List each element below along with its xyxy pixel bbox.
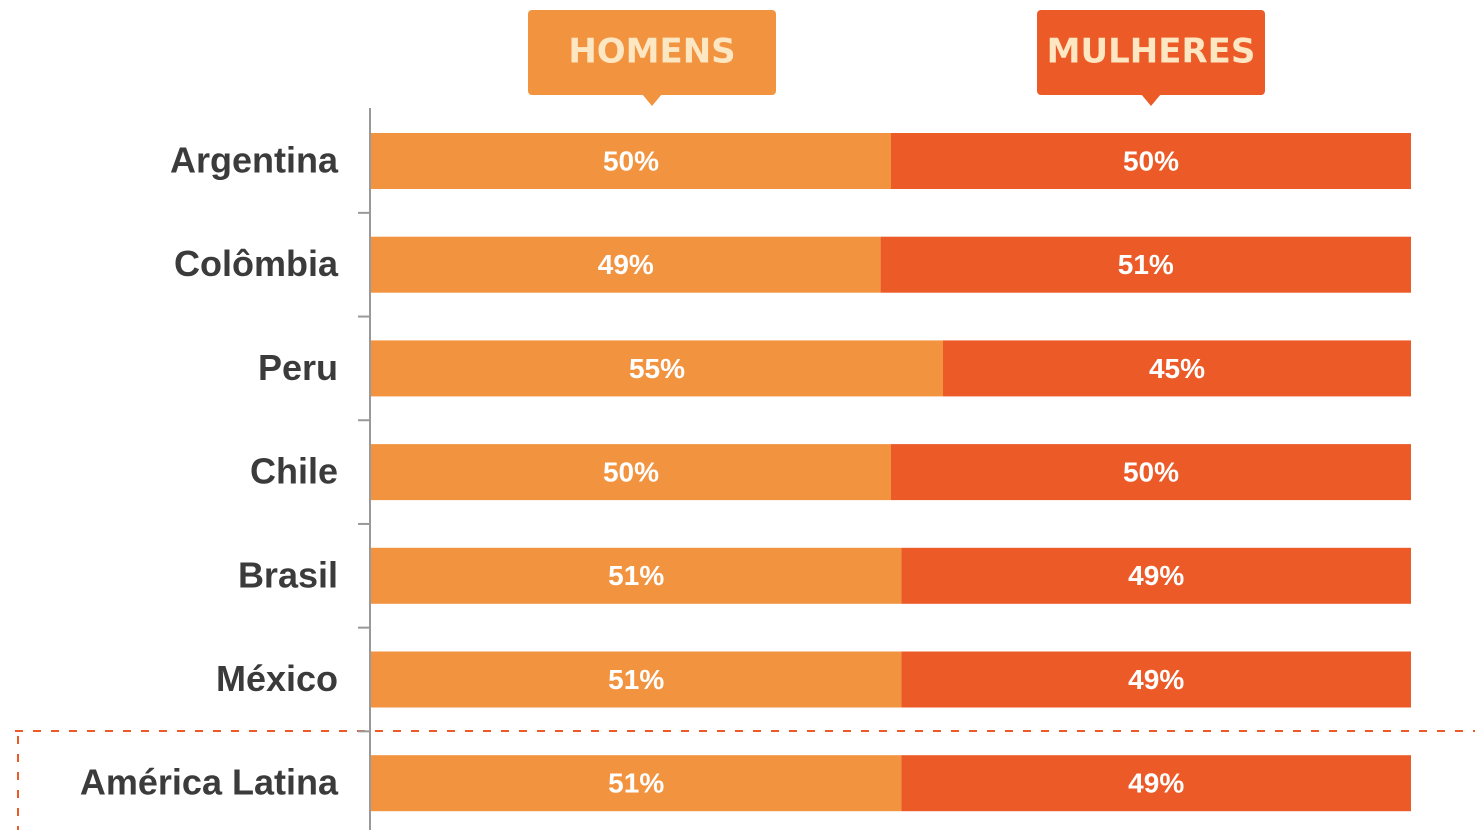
bar-segment [371, 133, 891, 189]
bar-segment [901, 547, 1411, 604]
bar-segment [891, 444, 1411, 501]
bar-segment [901, 651, 1411, 708]
legend-label: HOMENS [568, 32, 735, 72]
legend-box [1037, 10, 1265, 95]
value-label: 45% [1149, 353, 1205, 384]
value-label: 51% [608, 664, 664, 695]
bar-segment [891, 133, 1411, 189]
category-label: Argentina [170, 140, 339, 181]
bar-segment [880, 236, 1411, 293]
value-label: 50% [603, 456, 659, 487]
value-label: 55% [629, 353, 685, 384]
value-label: 51% [608, 560, 664, 591]
bar-segment [371, 651, 902, 708]
bar-segment [371, 340, 943, 397]
bar-segment [943, 340, 1411, 397]
value-label: 49% [1128, 560, 1184, 591]
legend-pointer [642, 94, 662, 106]
bar-segment [371, 547, 902, 604]
legend-label: MULHERES [1047, 32, 1256, 72]
category-label: Brasil [238, 554, 338, 595]
category-label: Peru [258, 347, 338, 388]
bar-segment [371, 236, 881, 293]
category-label: Chile [250, 451, 338, 492]
category-label: Colômbia [174, 243, 339, 284]
legend-pointer [1141, 94, 1161, 106]
bar-segment [371, 755, 902, 812]
category-label: América Latina [80, 762, 339, 803]
category-label: México [216, 658, 338, 699]
value-label: 51% [608, 768, 664, 799]
value-label: 50% [1123, 456, 1179, 487]
bar-segment [371, 444, 891, 501]
value-label: 49% [1128, 768, 1184, 799]
value-label: 49% [598, 249, 654, 280]
value-label: 51% [1118, 249, 1174, 280]
legend-box [528, 10, 776, 95]
value-label: 49% [1128, 664, 1184, 695]
value-label: 50% [1123, 145, 1179, 176]
bar-segment [901, 755, 1411, 812]
value-label: 50% [603, 145, 659, 176]
